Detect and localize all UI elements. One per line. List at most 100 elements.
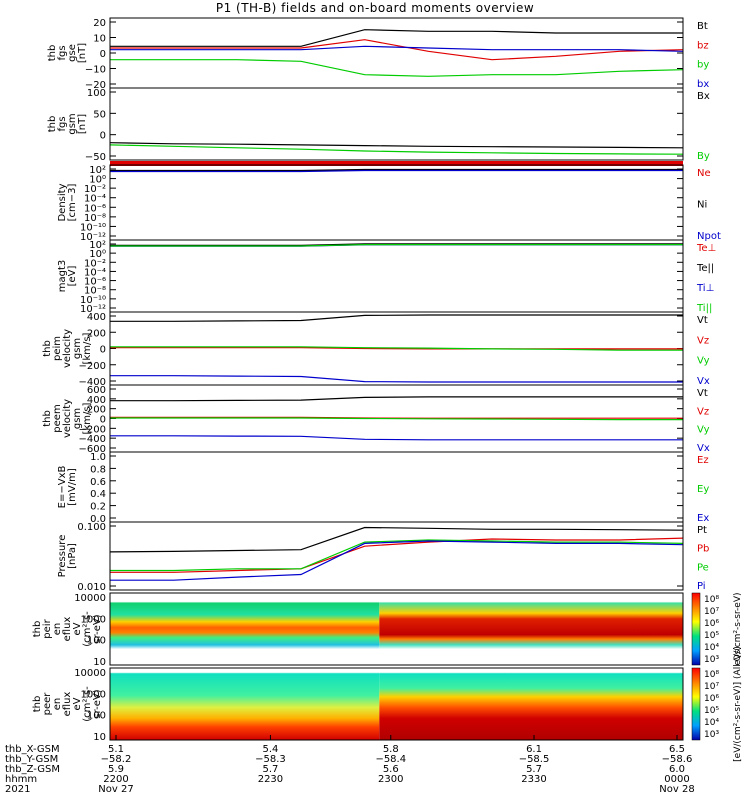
- y-axis-label: eV: [72, 622, 83, 635]
- y-tick-label: −20: [85, 80, 106, 91]
- panel-frame: [109, 87, 684, 161]
- y-tick-label: 400: [87, 312, 106, 323]
- y-tick-label: 0.6: [90, 477, 106, 488]
- legend-entry: Bt: [697, 21, 708, 32]
- x-axis-row-label: thb_Z-GSM: [5, 764, 60, 775]
- series-line: [110, 435, 683, 441]
- panel-frame: [109, 592, 684, 666]
- legend-entry: Pt: [697, 525, 707, 536]
- legend-entry: Te||: [696, 263, 714, 274]
- y-tick-label: 0: [100, 345, 106, 356]
- y-tick-label: 10⁻²: [84, 258, 106, 269]
- legend-entry: Pe: [697, 562, 709, 573]
- series-line: [110, 59, 684, 77]
- y-tick-label: 10²: [89, 240, 106, 251]
- legend-entry: Npot: [697, 231, 721, 242]
- y-axis-label: E=−VxB: [57, 466, 68, 509]
- y-tick-label: −600: [79, 444, 106, 455]
- y-axis-label: gsm: [72, 408, 83, 429]
- legend-entry: Bx: [697, 91, 710, 102]
- legend-entry: Vz: [697, 406, 709, 417]
- y-tick-label: 600: [87, 385, 106, 396]
- density-overflow-band: [110, 161, 683, 166]
- legend-entry: Vy: [697, 356, 710, 367]
- y-axis-label: (cm²-s-: [82, 686, 93, 722]
- y-tick-label: 10: [93, 732, 106, 743]
- y-axis-label: velocity: [62, 399, 73, 438]
- y-tick-label: 10⁰: [89, 249, 106, 260]
- series-line: [110, 39, 684, 61]
- x-tick-label: 5.8: [383, 744, 399, 755]
- page-title: P1 (TH-B) fields and on-board moments ov…: [215, 1, 535, 15]
- colorbar-tick-label: 10⁶: [704, 619, 719, 629]
- series-line: [110, 314, 683, 322]
- y-tick-label: 20: [93, 18, 106, 29]
- legend-entry: By: [697, 151, 710, 162]
- y-axis-label: fgs: [57, 116, 68, 131]
- y-tick-label: 10⁻¹²: [80, 304, 106, 315]
- series-line: [110, 244, 683, 247]
- y-tick-label: 10⁻⁴: [84, 194, 106, 205]
- y-tick-label: 200: [87, 405, 106, 416]
- colorbar: [691, 592, 701, 666]
- series-line: [110, 243, 683, 246]
- y-tick-label: 50: [93, 109, 106, 120]
- y-tick-label: −50: [85, 152, 106, 163]
- legend-entry: Vx: [697, 376, 710, 387]
- x-tick-label: 5.7: [262, 764, 278, 775]
- x-tick-label: 5.6: [383, 764, 399, 775]
- x-tick-label: 2330: [521, 774, 546, 785]
- y-axis-label: thb: [47, 45, 58, 62]
- y-axis-label: gse: [67, 44, 78, 62]
- y-tick-label: 10⁻⁶: [84, 277, 106, 288]
- y-axis-label: thb: [47, 116, 58, 133]
- y-tick-label: 10: [93, 657, 106, 668]
- panel-frame: [109, 239, 684, 313]
- colorbar-label: eV/(cm²-s-sr-eV): [733, 592, 743, 665]
- legend-entry: Vz: [697, 335, 709, 346]
- legend-entry: bz: [697, 40, 709, 51]
- y-tick-label: 10⁻¹²: [80, 232, 106, 243]
- x-tick-label: −58.4: [375, 754, 406, 765]
- series-line: [110, 375, 683, 383]
- y-axis-label: thb: [42, 410, 53, 427]
- legend-entry: Ti⊥: [696, 283, 714, 294]
- legend-entry: by: [697, 60, 709, 71]
- y-axis-label: (cm²-s-: [82, 611, 93, 647]
- colorbar-tick-label: 10³: [704, 655, 719, 665]
- colorbar-tick-label: 10⁸: [704, 670, 719, 680]
- y-axis-label: Density: [57, 183, 68, 221]
- colorbar-tick-label: 10⁶: [704, 694, 719, 704]
- series-line: [110, 540, 684, 581]
- y-axis-label: [km/s]: [82, 402, 93, 434]
- spectrogram-post: [379, 593, 683, 665]
- legend-entry: Ni: [697, 200, 707, 211]
- spectrogram-post: [379, 668, 683, 740]
- colorbar-tick-label: 10⁷: [704, 682, 719, 692]
- colorbar-tick-label: 10⁴: [704, 718, 719, 728]
- series-line: [110, 417, 683, 421]
- y-tick-label: 10⁻¹⁰: [80, 295, 106, 306]
- series-line: [110, 168, 683, 172]
- y-tick-label: 200: [87, 328, 106, 339]
- y-axis-label: eV: [72, 697, 83, 710]
- colorbar-tick-label: 10³: [704, 730, 719, 740]
- y-tick-label: −200: [79, 361, 106, 372]
- x-axis-row-label: 2021: [5, 784, 30, 795]
- legend-entry: Pb: [697, 544, 709, 555]
- y-axis-label: peir: [42, 618, 53, 638]
- y-axis-label: thb: [32, 696, 43, 713]
- series-line: [110, 347, 683, 350]
- y-tick-label: 10⁻⁸: [84, 213, 106, 224]
- colorbar-label: [eV/(cm²-s-sr-eV)] (All Qs): [733, 646, 743, 762]
- y-axis-label: eflux: [62, 692, 73, 717]
- y-axis-label: en: [52, 698, 63, 711]
- y-tick-label: 10⁻²: [84, 184, 106, 195]
- y-tick-label: −400: [79, 377, 106, 388]
- colorbar: [691, 667, 701, 741]
- y-tick-label: 10⁻⁶: [84, 203, 106, 214]
- panel-frame: [109, 164, 684, 241]
- y-tick-label: 10⁻⁴: [84, 267, 106, 278]
- y-axis-label: peer: [42, 692, 53, 716]
- spectrogram-pre: [110, 668, 380, 740]
